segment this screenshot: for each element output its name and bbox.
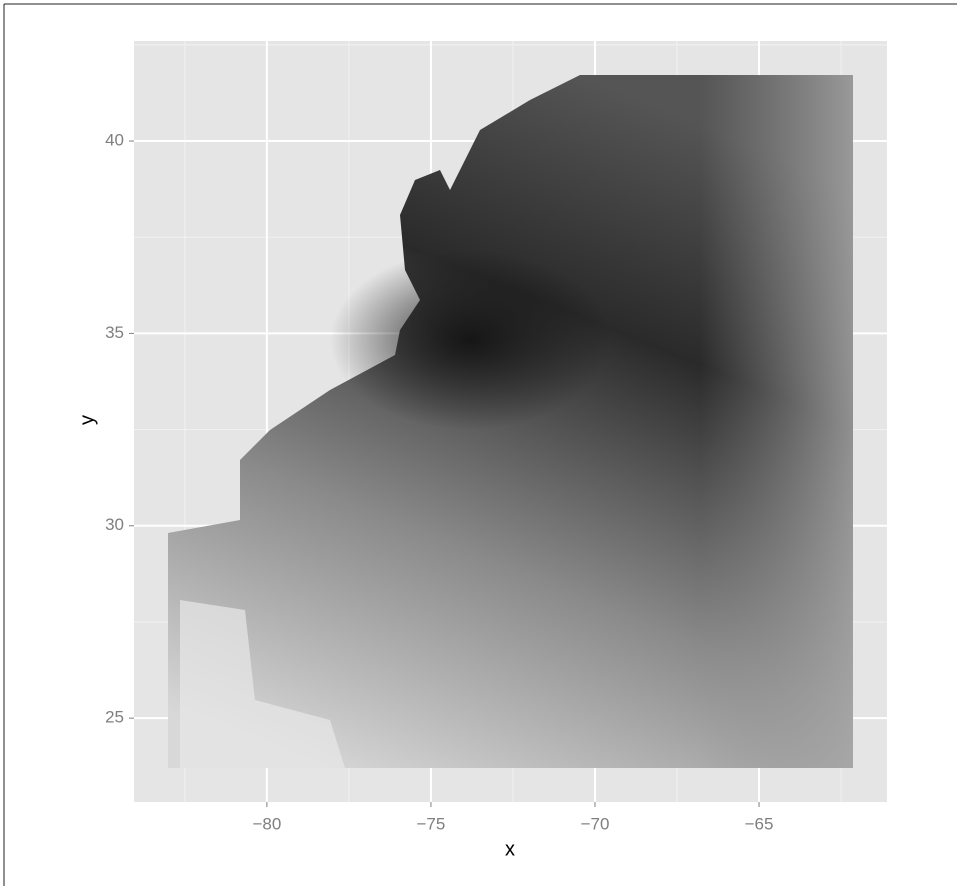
x-axis-title: x <box>505 838 515 860</box>
field-east <box>700 75 853 768</box>
vector-field <box>168 75 853 768</box>
y-tick-label: 35 <box>105 323 124 342</box>
y-axis-title: y <box>76 415 98 425</box>
axes: −80 −75 −70 −65 25 30 35 40 <box>105 131 773 834</box>
land-area <box>180 600 345 768</box>
x-tick-label: −80 <box>252 814 281 833</box>
y-tick-label: 40 <box>105 131 124 150</box>
x-tick-label: −65 <box>745 814 774 833</box>
y-tick-label: 30 <box>105 515 124 534</box>
x-tick-label: −70 <box>581 814 610 833</box>
storm-center <box>330 250 610 430</box>
y-tick-label: 25 <box>105 708 124 727</box>
x-tick-label: −75 <box>417 814 446 833</box>
